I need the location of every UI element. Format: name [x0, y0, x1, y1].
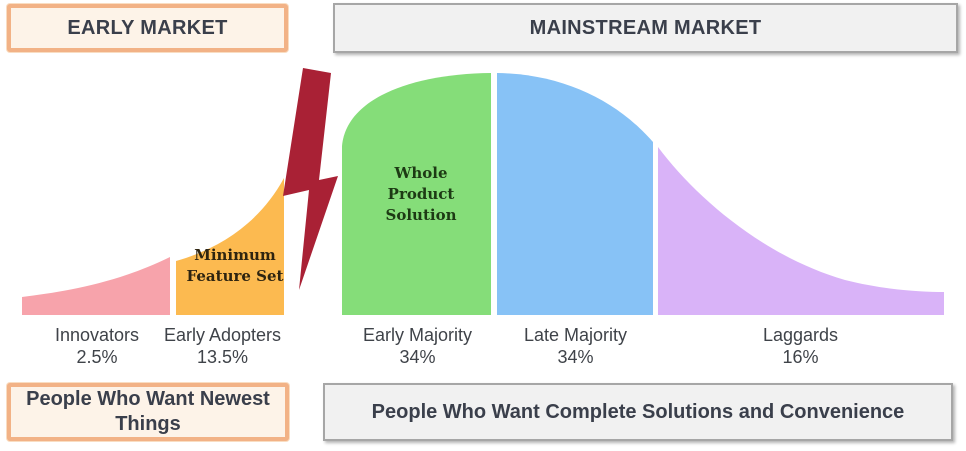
lightning-bolt-icon	[283, 68, 338, 290]
mainstream-market-header-label: MAINSTREAM MARKET	[529, 16, 762, 39]
segment-percent: 34%	[399, 347, 436, 367]
late-majority-segment	[497, 73, 653, 315]
mainstream-market-header: MAINSTREAM MARKET	[333, 3, 958, 53]
mainstream-market-footer-label: People Who Want Complete Solutions and C…	[371, 400, 905, 423]
late-majority-label: Late Majority 34%	[503, 324, 648, 368]
segment-name: Early Majority	[362, 325, 473, 345]
segment-percent: 2.5%	[76, 347, 118, 367]
early-market-footer: People Who Want Newest Things	[7, 383, 289, 441]
segment-percent: 34%	[557, 347, 594, 367]
early-majority-label: Early Majority 34%	[345, 324, 490, 368]
early-market-footer-label: People Who Want Newest Things	[26, 388, 270, 435]
segment-name: Innovators	[54, 325, 140, 345]
early-majority-segment	[342, 73, 491, 315]
innovators-segment	[22, 257, 170, 315]
segment-name: Late Majority	[523, 325, 628, 345]
whole-product-solution-annotation: Whole Product Solution	[385, 164, 457, 224]
mainstream-market-footer: People Who Want Complete Solutions and C…	[323, 383, 953, 441]
segment-percent: 16%	[782, 347, 819, 367]
early-adopters-label: Early Adopters 13.5%	[150, 324, 295, 368]
early-market-header: EARLY MARKET	[7, 4, 288, 52]
early-market-header-label: EARLY MARKET	[67, 16, 228, 39]
laggards-label: Laggards 16%	[728, 324, 873, 368]
minimum-feature-set-annotation: Minimum Feature Set	[186, 246, 284, 285]
laggards-segment	[658, 147, 944, 315]
innovators-label: Innovators 2.5%	[35, 324, 159, 368]
early-adopters-segment	[176, 178, 284, 315]
segment-name: Early Adopters	[163, 325, 282, 345]
segment-name: Laggards	[762, 325, 839, 345]
segment-percent: 13.5%	[196, 347, 249, 367]
